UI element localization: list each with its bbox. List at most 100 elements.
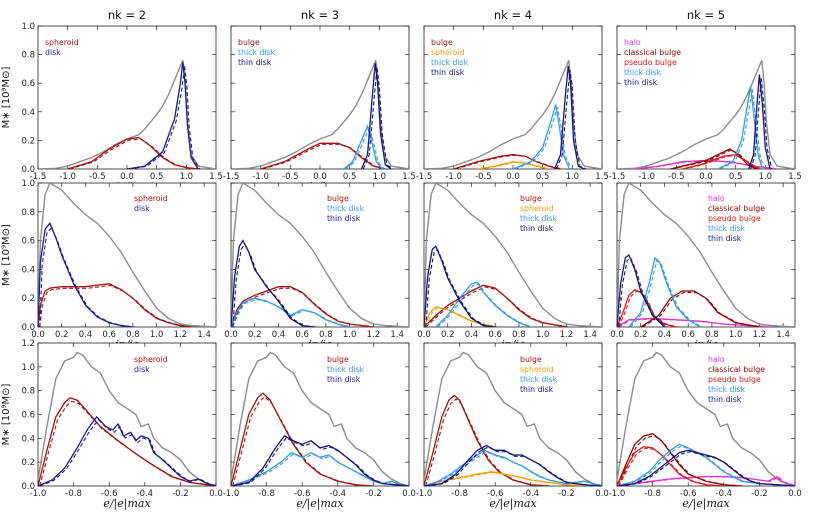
component-curve [38,415,216,486]
x-tick-label: 1.5 [788,172,802,182]
x-tick-label: 0.4 [465,330,479,340]
y-tick-label: 0.6 [21,411,35,421]
component-curve [628,256,701,327]
plot-frame [230,182,410,328]
legend-entry: thick disk [624,68,662,77]
y-tick-label: 1.0 [21,363,35,373]
x-tick-label: -1.0 [416,489,433,499]
plot-frame [616,182,796,328]
x-tick-label: -0.2 [172,489,189,499]
component-fit-curve [262,143,388,169]
x-tick-label: -0.6 [294,489,311,499]
y-tick-label: 0.4 [21,434,35,444]
legend-entry: bulge [238,38,260,47]
component-fit-curve [719,89,765,169]
x-tick-label: -0.2 [558,489,575,499]
x-tick-label: 0.0 [402,489,416,499]
panel: -1.5-1.0-0.50.00.51.01.5jz/jcbulgethick … [223,25,416,193]
plot-area [231,351,409,486]
component-curve [126,61,199,169]
component-fit-curve [39,418,216,486]
x-tick-label: 0.4 [272,330,286,340]
plot-frame [37,182,217,328]
x-tick-label: -1.0 [59,172,76,182]
legend-entry: bulge [327,355,349,364]
y-tick-label: 0.0 [21,323,35,333]
legend-entry: thick disk [327,365,365,374]
x-tick-label: 0.0 [595,489,609,499]
y-tick-label: 0.0 [21,165,35,175]
x-tick-label: 0.5 [150,172,164,182]
x-tick-label: 0.0 [506,172,520,182]
x-tick-label: 1.0 [536,330,550,340]
x-tick-label: 0.0 [417,330,431,340]
legend-entry: halo [624,38,641,47]
y-tick-label: 0.8 [21,208,35,218]
y-tick-label: 0.8 [21,51,35,61]
x-tick-label: 0.2 [441,330,455,340]
total-curve [231,183,409,327]
panel: -1.0 -0.8 -0.6 -0.4 -0.2 0.0 e/|e|max haloclass… [609,342,802,511]
total-curve [38,183,216,327]
x-tick-label: 1.4 [776,330,790,340]
x-tick-label: -0.2 [751,489,768,499]
x-axis-label: e/|e|max [682,497,730,511]
x-tick-label: -1.0 [609,489,626,499]
y-tick-label: 0.2 [21,136,35,146]
x-tick-label: 0.0 [224,330,238,340]
y-tick-label: 1.2 [21,339,35,349]
component-curve [553,65,585,169]
x-tick-label: 1.2 [753,330,767,340]
x-tick-label: -1.0 [445,172,462,182]
plot-area [38,183,216,327]
panel: 0.0 0.2 0.4 0.6 0.8 1.0 1.2 1.4 0.0 0.2 0.4 0.6 0.8 1… [21,179,217,351]
x-tick-label: -0.6 [487,489,504,499]
component-fit-curve [749,78,773,169]
x-tick-label: -1.0 [638,172,655,182]
panel: 0.00.20.40.60.81.01.21.4jp/jcbulgesphero… [417,182,603,351]
legend-entry: thin disk [708,395,742,404]
y-tick-label: 0.0 [21,482,35,492]
component-fit-curve [425,471,602,486]
x-tick-label: 1.5 [595,172,609,182]
x-tick-label: 1.4 [583,330,597,340]
total-curve [424,183,602,327]
legend-entry: disk [45,48,61,57]
panel: -1.0 -0.8 -0.6 -0.4 -0.2 0.0 e/|e|max bulgethic… [223,342,416,511]
y-tick-label: 1.0 [21,22,35,32]
component-curve [682,154,760,169]
component-fit-curve [425,306,498,327]
y-axis-label: M∗ [10⁹M⊙] [1,67,12,129]
component-fit-curve [425,446,602,486]
component-curve [748,74,771,169]
legend-entry: thick disk [520,375,558,384]
x-tick-label: 1.0 [150,330,164,340]
legend-entry: thin disk [327,214,361,223]
x-tick-label: -0.4 [716,489,733,499]
component-fit-curve [39,400,216,486]
component-curve [260,142,386,169]
x-tick-label: -1.5 [416,172,433,182]
x-tick-label: 1.0 [343,330,357,340]
y-tick-label: 0.2 [21,294,35,304]
panel: 0.00.20.40.60.81.01.21.4jp/jchaloclassic… [610,182,796,351]
x-tick-label: 0.2 [634,330,648,340]
component-fit-curve [425,398,551,486]
x-tick-label: -0.5 [668,172,685,182]
x-tick-label: 0.8 [126,330,140,340]
legend-entry: thin disk [520,224,554,233]
x-tick-label: 0.0 [788,489,802,499]
y-tick-label: 0.4 [21,108,35,118]
panel: -1.5 -1.0 -0.5 0.0 0.5 1.0 1.5 0.0 0.2 0.4 0.6 0.8 1… [21,22,222,193]
component-curve [424,394,549,486]
x-tick-label: 1.0 [729,330,743,340]
x-tick-label: -1.0 [223,489,240,499]
legend-entry: thin disk [238,58,272,67]
plot-frame [37,342,217,487]
x-tick-label: 1.0 [180,172,194,182]
component-fit-curve [437,283,533,327]
legend-entry: thick disk [708,224,746,233]
x-tick-label: -0.5 [475,172,492,182]
total-curve [617,60,795,169]
component-fit-curve [39,284,195,327]
